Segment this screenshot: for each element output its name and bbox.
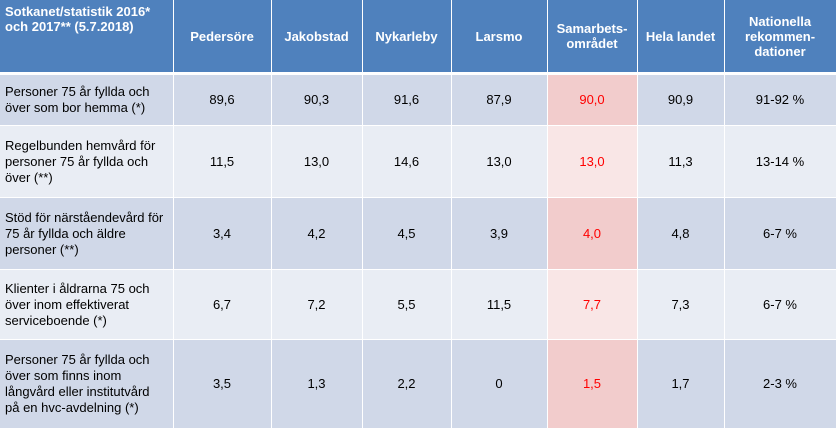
cell-nykarleby: 5,5 — [362, 269, 452, 340]
cell-jakobstad: 4,2 — [271, 197, 363, 270]
cell-pedersore: 89,6 — [173, 73, 272, 126]
cell-larsmo: 13,0 — [451, 125, 548, 198]
cell-rekommendation: 13-14 % — [724, 125, 836, 198]
cell-larsmo: 3,9 — [451, 197, 548, 270]
cell-hela-landet: 11,3 — [637, 125, 725, 198]
header-row: Sotkanet/statistik 2016* och 2017** (5.7… — [0, 0, 836, 75]
cell-jakobstad: 1,3 — [271, 339, 363, 429]
table-row: Personer 75 år fyllda och över som bor h… — [0, 73, 836, 126]
cell-samarbetsomradet: 1,5 — [547, 339, 638, 429]
cell-hela-landet: 90,9 — [637, 73, 725, 126]
cell-rekommendation: 6-7 % — [724, 269, 836, 340]
row-label: Regelbunden hemvård för personer 75 år f… — [0, 125, 174, 198]
column-header-hela-landet: Hela landet — [637, 0, 725, 75]
cell-pedersore: 3,4 — [173, 197, 272, 270]
cell-hela-landet: 1,7 — [637, 339, 725, 429]
row-label: Personer 75 år fyllda och över som finns… — [0, 339, 174, 429]
cell-hela-landet: 4,8 — [637, 197, 725, 270]
cell-hela-landet: 7,3 — [637, 269, 725, 340]
cell-rekommendation: 2-3 % — [724, 339, 836, 429]
cell-rekommendation: 91-92 % — [724, 73, 836, 126]
table-row: Klienter i åldrarna 75 och över inom eff… — [0, 269, 836, 340]
cell-pedersore: 3,5 — [173, 339, 272, 429]
cell-samarbetsomradet: 4,0 — [547, 197, 638, 270]
table-caption: Sotkanet/statistik 2016* och 2017** (5.7… — [0, 0, 174, 75]
column-header-pedersore: Pedersöre — [173, 0, 272, 75]
cell-pedersore: 6,7 — [173, 269, 272, 340]
cell-larsmo: 0 — [451, 339, 548, 429]
cell-samarbetsomradet: 7,7 — [547, 269, 638, 340]
cell-nykarleby: 14,6 — [362, 125, 452, 198]
cell-nykarleby: 91,6 — [362, 73, 452, 126]
cell-larsmo: 11,5 — [451, 269, 548, 340]
row-label: Stöd för närståendevård för 75 år fyllda… — [0, 197, 174, 270]
cell-pedersore: 11,5 — [173, 125, 272, 198]
cell-nykarleby: 2,2 — [362, 339, 452, 429]
cell-jakobstad: 13,0 — [271, 125, 363, 198]
cell-larsmo: 87,9 — [451, 73, 548, 126]
cell-rekommendation: 6-7 % — [724, 197, 836, 270]
cell-samarbetsomradet: 13,0 — [547, 125, 638, 198]
table-row: Personer 75 år fyllda och över som finns… — [0, 339, 836, 429]
column-header-nykarleby: Nykarleby — [362, 0, 452, 75]
cell-jakobstad: 7,2 — [271, 269, 363, 340]
cell-samarbetsomradet: 90,0 — [547, 73, 638, 126]
row-label: Personer 75 år fyllda och över som bor h… — [0, 73, 174, 126]
table-row: Stöd för närståendevård för 75 år fyllda… — [0, 197, 836, 270]
column-header-samarbetsomradet: Samarbets-området — [547, 0, 638, 75]
cell-jakobstad: 90,3 — [271, 73, 363, 126]
cell-nykarleby: 4,5 — [362, 197, 452, 270]
row-label: Klienter i åldrarna 75 och över inom eff… — [0, 269, 174, 340]
column-header-larsmo: Larsmo — [451, 0, 548, 75]
table-row: Regelbunden hemvård för personer 75 år f… — [0, 125, 836, 198]
column-header-nationella-rekommendationer: Nationella rekommen-dationer — [724, 0, 836, 75]
column-header-jakobstad: Jakobstad — [271, 0, 363, 75]
